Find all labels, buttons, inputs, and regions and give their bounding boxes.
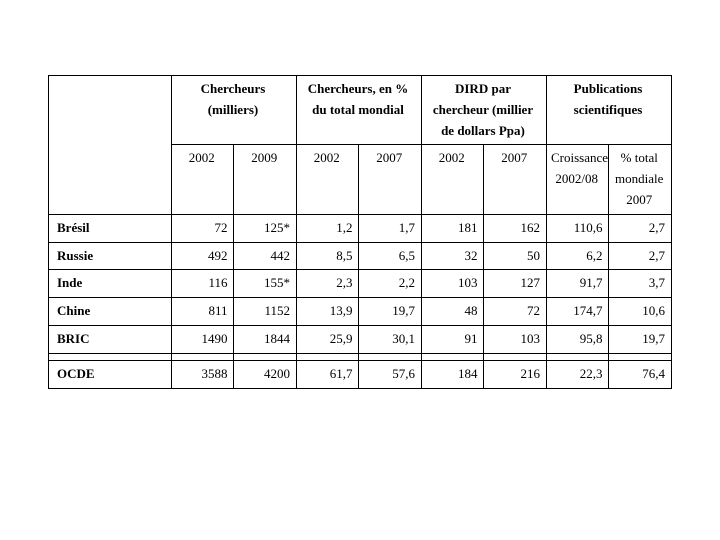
- cell: 2,2: [359, 270, 422, 298]
- cell: 32: [421, 242, 484, 270]
- cell: 61,7: [296, 360, 359, 388]
- sub-2: 2002: [296, 145, 359, 214]
- cell: 181: [421, 214, 484, 242]
- header-dird: DIRD par chercheur (millier de dollars P…: [421, 76, 546, 145]
- cell: 6,5: [359, 242, 422, 270]
- spacer-row: [49, 353, 672, 360]
- sub-4: 2002: [421, 145, 484, 214]
- cell: 184: [421, 360, 484, 388]
- sub-5: 2007: [484, 145, 547, 214]
- cell: 72: [171, 214, 234, 242]
- cell: 155*: [234, 270, 297, 298]
- sub-1: 2009: [234, 145, 297, 214]
- cell: 2,7: [609, 242, 672, 270]
- table-row: Inde 116 155* 2,3 2,2 103 127 91,7 3,7: [49, 270, 672, 298]
- cell: 19,7: [609, 325, 672, 353]
- cell: 125*: [234, 214, 297, 242]
- header-chercheurs: Chercheurs (milliers): [171, 76, 296, 145]
- cell: 492: [171, 242, 234, 270]
- cell: 1152: [234, 298, 297, 326]
- cell: 22,3: [546, 360, 609, 388]
- sub-7: % total mondiale 2007: [609, 145, 672, 214]
- sub-6: Croissance 2002/08: [546, 145, 609, 214]
- cell: 3588: [171, 360, 234, 388]
- table-row: Brésil 72 125* 1,2 1,7 181 162 110,6 2,7: [49, 214, 672, 242]
- cell: 442: [234, 242, 297, 270]
- cell: 1,2: [296, 214, 359, 242]
- row-label: BRIC: [49, 325, 172, 353]
- cell: 116: [171, 270, 234, 298]
- table-row: Chine 811 1152 13,9 19,7 48 72 174,7 10,…: [49, 298, 672, 326]
- header-chercheurs-pct: Chercheurs, en % du total mondial: [296, 76, 421, 145]
- header-blank: [49, 76, 172, 215]
- cell: 103: [421, 270, 484, 298]
- row-label: Chine: [49, 298, 172, 326]
- table-row: Russie 492 442 8,5 6,5 32 50 6,2 2,7: [49, 242, 672, 270]
- cell: 91,7: [546, 270, 609, 298]
- cell: 1490: [171, 325, 234, 353]
- row-label: OCDE: [49, 360, 172, 388]
- table-row-ocde: OCDE 3588 4200 61,7 57,6 184 216 22,3 76…: [49, 360, 672, 388]
- cell: 13,9: [296, 298, 359, 326]
- cell: 4200: [234, 360, 297, 388]
- cell: 30,1: [359, 325, 422, 353]
- table-row: BRIC 1490 1844 25,9 30,1 91 103 95,8 19,…: [49, 325, 672, 353]
- cell: 3,7: [609, 270, 672, 298]
- cell: 50: [484, 242, 547, 270]
- sub-0: 2002: [171, 145, 234, 214]
- cell: 6,2: [546, 242, 609, 270]
- cell: 174,7: [546, 298, 609, 326]
- cell: 110,6: [546, 214, 609, 242]
- header-row-groups: Chercheurs (milliers) Chercheurs, en % d…: [49, 76, 672, 145]
- cell: 127: [484, 270, 547, 298]
- header-publications: Publications scientifiques: [546, 76, 671, 145]
- cell: 91: [421, 325, 484, 353]
- cell: 2,7: [609, 214, 672, 242]
- cell: 19,7: [359, 298, 422, 326]
- cell: 2,3: [296, 270, 359, 298]
- data-table: Chercheurs (milliers) Chercheurs, en % d…: [48, 75, 672, 389]
- cell: 25,9: [296, 325, 359, 353]
- cell: 76,4: [609, 360, 672, 388]
- cell: 48: [421, 298, 484, 326]
- cell: 8,5: [296, 242, 359, 270]
- cell: 1,7: [359, 214, 422, 242]
- row-label: Inde: [49, 270, 172, 298]
- cell: 72: [484, 298, 547, 326]
- cell: 103: [484, 325, 547, 353]
- cell: 57,6: [359, 360, 422, 388]
- cell: 811: [171, 298, 234, 326]
- cell: 162: [484, 214, 547, 242]
- cell: 1844: [234, 325, 297, 353]
- row-label: Brésil: [49, 214, 172, 242]
- cell: 10,6: [609, 298, 672, 326]
- sub-3: 2007: [359, 145, 422, 214]
- row-label: Russie: [49, 242, 172, 270]
- cell: 95,8: [546, 325, 609, 353]
- cell: 216: [484, 360, 547, 388]
